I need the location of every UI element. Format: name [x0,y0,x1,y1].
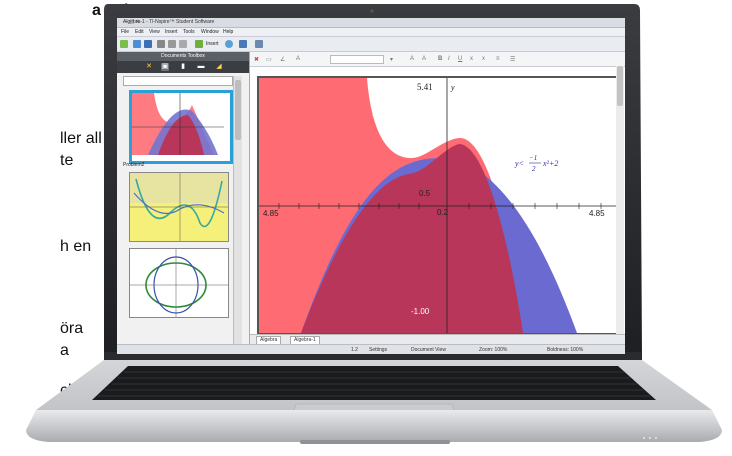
problem-label[interactable]: Problem2 [123,162,145,168]
equation-red: y<−x³+2·x+1 [372,107,418,116]
status-bar: 1.2 Settings Document View Zoom: 100% Bo… [117,344,625,354]
screen: Algebra-1 - TI-Nspire™ Student Software … [117,18,625,354]
tools-menu-icon[interactable]: ✖ [254,57,260,63]
shape-icon[interactable]: ▭ [266,57,272,63]
point-label-b: 0.2 [437,208,449,217]
settings-button[interactable]: Settings [369,347,388,353]
list-icon[interactable]: ☰ [510,57,516,63]
window-controls[interactable]: — ▢ ✕ [123,19,140,25]
new-document-icon[interactable] [120,40,128,48]
utilities-icon[interactable]: ◢ [216,63,222,70]
page-thumbnail-2[interactable] [129,172,229,242]
keyboard [92,366,656,400]
document-view-select[interactable]: Document View [411,347,446,353]
toolbox-scrollbar[interactable] [233,76,242,354]
x-min-label: 4.85 [263,209,279,218]
page-thumbnail-1[interactable] [129,90,233,164]
toolbox-search[interactable] [123,76,233,86]
open-icon[interactable] [133,40,141,48]
inequality-graph: 5.41 y 4.85 4.85 0.5 0.2 -1.00 y<−x³+2·x… [259,78,617,333]
paste-icon[interactable] [179,40,187,48]
insert-icon[interactable] [195,40,203,48]
thumbnail-graph [130,173,228,241]
save-icon[interactable] [144,40,152,48]
side-line: h en [60,238,92,255]
side-line: a [60,342,69,359]
insert-button[interactable]: Insert [206,41,219,47]
y-min-label: -1.00 [411,307,430,316]
menu-bar: File Edit View Insert Tools Window Help [117,28,625,37]
x-max-label: 4.85 [589,209,605,218]
menu-edit[interactable]: Edit [135,29,144,35]
equation-blue-denominator: 2 [532,165,536,173]
side-line: ller all [60,130,102,147]
equation-blue-rhs: x²+2 [542,159,558,168]
side-line: te [60,152,74,169]
emulator-icon[interactable]: ▮ [181,63,185,70]
documents-toolbox: Documents Toolbox ✕ ▣ ▮ ▬ ◢ Problem2 [117,52,250,354]
page-tabs: Algebra Algebra-1 [250,334,625,345]
align-icon[interactable]: ≡ [496,56,500,62]
toolbox-tabs: ✕ ▣ ▮ ▬ ◢ [117,61,249,73]
toolbox-title: Documents Toolbox [117,52,249,61]
equation-red-lhs: y< [372,107,382,116]
menu-insert[interactable]: Insert [165,29,178,35]
underline-icon[interactable]: U [458,56,463,62]
copy-icon[interactable] [168,40,176,48]
zoom-select[interactable]: Zoom: 100% [479,347,508,353]
menu-window[interactable]: Window [201,29,219,35]
page-indicator: 1.2 [351,347,358,353]
point-label-a: 0.5 [419,189,431,198]
title-bar: Algebra-1 - TI-Nspire™ Student Software … [117,18,625,28]
laptop-base [26,410,722,442]
equation-blue-numerator: −1 [529,154,537,162]
menu-tools[interactable]: Tools [183,29,195,35]
y-max-label: 5.41 [417,82,433,92]
y-axis-label: y [450,83,455,92]
font-size-select[interactable]: ▾ [390,57,394,63]
content-icon[interactable]: ▬ [197,63,205,70]
grid-icon[interactable] [239,40,247,48]
equation-blue: y< −1 2 x²+2 [514,154,558,173]
graph-canvas[interactable]: 5.41 y 4.85 4.85 0.5 0.2 -1.00 y<−x³+2·x… [257,76,619,335]
cut-icon[interactable] [157,40,165,48]
tools-icon[interactable]: ✕ [146,63,152,70]
italic-icon[interactable]: I [448,56,450,62]
side-line: öra [60,320,84,337]
thumbnail-graph [132,93,224,155]
boldness-select[interactable]: Boldness: 100% [547,347,584,353]
text-color-icon[interactable]: A [296,56,301,62]
equation-blue-lhs: y< [514,159,524,168]
webcam [370,9,374,13]
font-select[interactable] [330,55,384,64]
menu-help[interactable]: Help [223,29,234,35]
window-title: Algebra-1 - TI-Nspire™ Student Software [123,19,215,25]
line-color-icon[interactable]: ∠ [280,57,286,63]
menu-view[interactable]: View [149,29,160,35]
graph-scrollbar[interactable] [616,66,624,334]
page-sorter-icon[interactable]: ▣ [161,63,169,71]
document-toolbar: ✖ ▭ ∠ A ▾ A A B I U x x ≡ ☰ [250,52,625,67]
menu-file[interactable]: File [121,29,130,35]
thumbnail-graph [130,249,228,317]
font-grow-icon[interactable]: A [410,56,415,62]
main-toolbar: Insert [117,37,625,52]
region-overlap [301,144,523,333]
font-shrink-icon[interactable]: A [422,56,427,62]
subscript-icon[interactable]: x [470,56,473,62]
calculator-icon[interactable] [225,40,233,48]
equation-red-rhs: −x³+2·x+1 [382,107,418,116]
layout-icon[interactable] [255,40,263,48]
page-thumbnail-3[interactable] [129,248,229,318]
bold-icon[interactable]: B [438,56,443,62]
superscript-icon[interactable]: x [482,56,485,62]
